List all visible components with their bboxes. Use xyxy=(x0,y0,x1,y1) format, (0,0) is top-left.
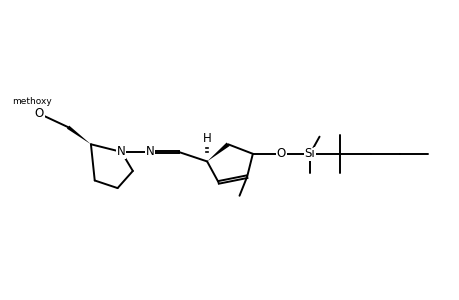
Text: O: O xyxy=(35,107,44,120)
Text: O: O xyxy=(276,147,285,160)
Polygon shape xyxy=(67,126,91,144)
Text: methoxy: methoxy xyxy=(12,97,51,106)
Text: H: H xyxy=(202,132,211,145)
Polygon shape xyxy=(207,142,229,161)
Text: N: N xyxy=(117,146,125,158)
Text: Si: Si xyxy=(304,147,315,160)
Text: N: N xyxy=(146,146,154,158)
